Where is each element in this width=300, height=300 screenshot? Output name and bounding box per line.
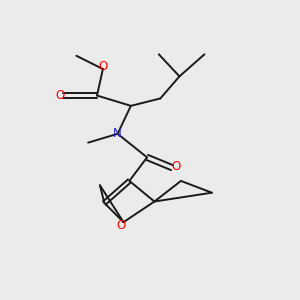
Text: N: N [113, 127, 122, 140]
Text: O: O [116, 219, 126, 232]
Text: O: O [98, 61, 107, 74]
Text: O: O [55, 89, 64, 102]
Text: O: O [171, 160, 180, 173]
